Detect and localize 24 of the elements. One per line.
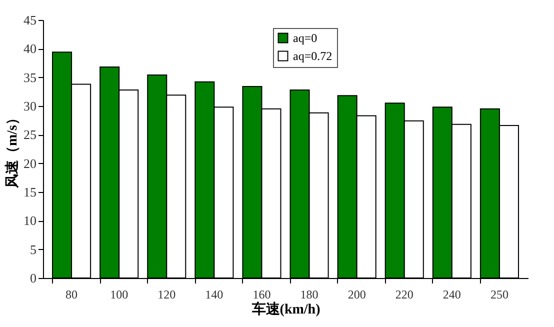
x-tick-label: 200 <box>348 288 366 302</box>
y-tick-label: 0 <box>30 270 36 286</box>
y-tick-label: 30 <box>24 98 36 114</box>
y-tick-label: 25 <box>24 127 36 142</box>
y-axis-title: 风速（m/s） <box>4 111 20 189</box>
x-tick-label: 100 <box>110 288 128 302</box>
x-tick-label: 250 <box>490 288 508 302</box>
y-tick-label: 10 <box>24 213 36 228</box>
x-tick-label: 160 <box>252 288 271 302</box>
x-tick-label: 140 <box>205 288 224 302</box>
legend-label: aq=0 <box>293 31 318 45</box>
x-tick-label: 220 <box>395 288 414 302</box>
y-tick-label: 45 <box>24 12 36 28</box>
x-tick-label: 180 <box>300 288 318 302</box>
y-tick-label: 20 <box>24 156 36 171</box>
y-tick-label: 35 <box>24 70 36 85</box>
x-axis-title: 车速(km/h) <box>250 300 321 318</box>
x-tick-label: 120 <box>158 288 176 302</box>
x-tick-label: 240 <box>442 288 461 302</box>
legend-label: aq=0.72 <box>293 49 332 63</box>
y-tick-label: 40 <box>24 41 36 56</box>
x-tick-label: 80 <box>66 288 78 302</box>
y-tick-label: 5 <box>30 242 36 257</box>
y-tick-label: 15 <box>24 184 36 200</box>
